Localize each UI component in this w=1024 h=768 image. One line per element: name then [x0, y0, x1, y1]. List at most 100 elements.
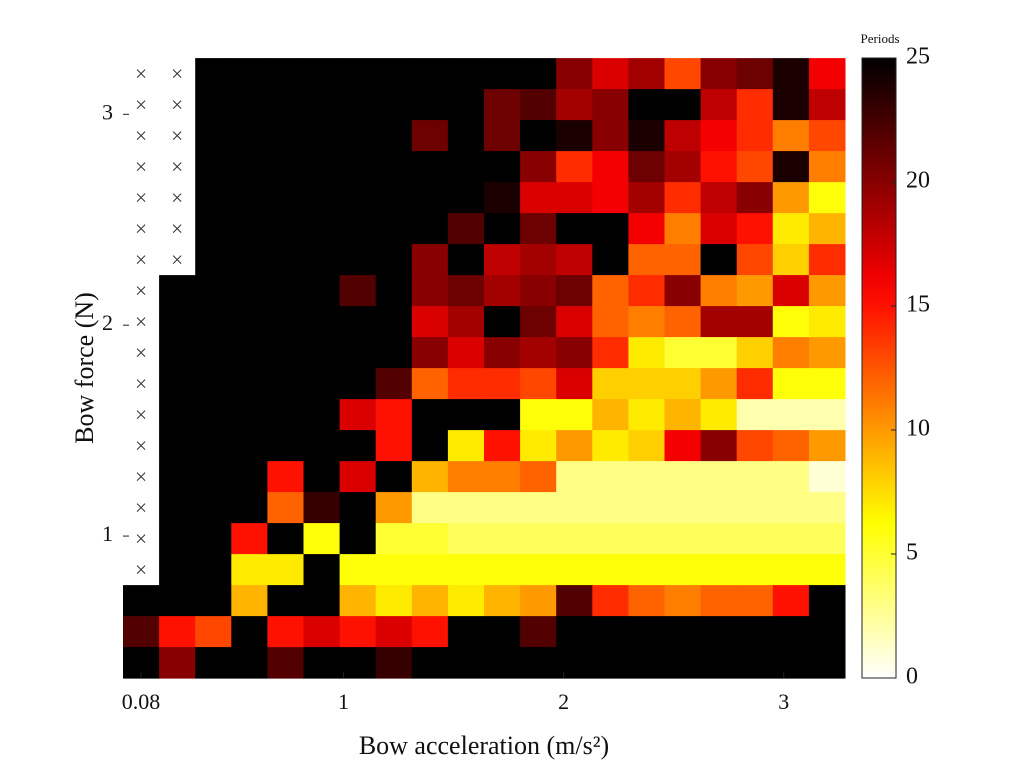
cell: [664, 182, 702, 214]
cell: [339, 492, 377, 524]
cell: [700, 244, 738, 276]
cell: [411, 182, 449, 214]
cell: [700, 182, 738, 214]
cell: [736, 337, 774, 369]
cell: [231, 523, 268, 555]
cell: [556, 182, 593, 214]
cell: [411, 368, 449, 400]
cell: [339, 213, 377, 245]
cell: [736, 368, 774, 400]
cell: [556, 399, 593, 431]
cell: [267, 151, 304, 183]
cell: [267, 58, 304, 90]
cell: [267, 244, 304, 276]
cell: [195, 275, 232, 307]
cell: [556, 244, 593, 276]
cell: [447, 275, 485, 307]
cell: [339, 58, 377, 90]
cell: [808, 213, 846, 245]
cell: [447, 213, 485, 245]
cell: [195, 89, 232, 121]
cell: [195, 430, 232, 462]
cell: [195, 213, 232, 245]
cell: [231, 89, 268, 121]
cell: [411, 213, 449, 245]
cell: [339, 430, 377, 462]
cell: [303, 399, 341, 431]
cell: [411, 399, 449, 431]
cell: [267, 523, 304, 555]
cell: [484, 58, 521, 90]
cell: [231, 616, 268, 648]
cell: [592, 430, 629, 462]
cell: [339, 244, 377, 276]
cell: [339, 275, 377, 307]
cell: [556, 492, 593, 524]
cross: [172, 224, 182, 233]
cell: [592, 492, 629, 524]
cell: [159, 430, 196, 462]
cell: [736, 647, 774, 679]
cell: [484, 151, 521, 183]
cell: [700, 585, 738, 617]
y-tick-label: 2: [102, 310, 113, 335]
cell: [339, 89, 377, 121]
cross: [136, 193, 146, 202]
cell: [592, 461, 629, 493]
cell: [339, 306, 377, 338]
x-axis-label: Bow acceleration (m/s²): [359, 731, 609, 760]
cell: [556, 554, 593, 586]
cell: [411, 58, 449, 90]
cell: [592, 368, 629, 400]
cell: [231, 368, 268, 400]
cell: [447, 585, 485, 617]
cross: [172, 162, 182, 171]
cross: [136, 503, 146, 512]
cell: [231, 306, 268, 338]
cell: [700, 213, 738, 245]
cell: [592, 306, 629, 338]
cell: [303, 306, 341, 338]
cell: [447, 120, 485, 152]
cell: [484, 182, 521, 214]
cell: [772, 430, 810, 462]
cell: [628, 368, 665, 400]
cell: [520, 244, 557, 276]
x-tick-label: 2: [558, 689, 569, 714]
cell: [700, 461, 738, 493]
cell: [808, 151, 846, 183]
cell: [303, 368, 341, 400]
cell: [195, 616, 232, 648]
cell: [339, 554, 377, 586]
cell: [736, 430, 774, 462]
cell: [195, 120, 232, 152]
cell: [447, 647, 485, 679]
cell: [592, 585, 629, 617]
cell: [736, 554, 774, 586]
cell: [267, 399, 304, 431]
cell: [411, 244, 449, 276]
cell: [375, 213, 413, 245]
cell: [772, 461, 810, 493]
cell: [339, 616, 377, 648]
cell: [267, 89, 304, 121]
cell: [808, 616, 846, 648]
cell: [520, 585, 557, 617]
cell: [808, 461, 846, 493]
cell: [628, 399, 665, 431]
cell: [484, 306, 521, 338]
cell: [303, 616, 341, 648]
cell: [520, 492, 557, 524]
cell: [267, 430, 304, 462]
cell: [556, 461, 593, 493]
cell: [231, 461, 268, 493]
cross: [172, 131, 182, 140]
cell: [556, 616, 593, 648]
cell: [339, 647, 377, 679]
cell: [808, 58, 846, 90]
cell: [628, 120, 665, 152]
cell: [195, 647, 232, 679]
cell: [159, 399, 196, 431]
cell: [447, 368, 485, 400]
cross: [136, 472, 146, 481]
